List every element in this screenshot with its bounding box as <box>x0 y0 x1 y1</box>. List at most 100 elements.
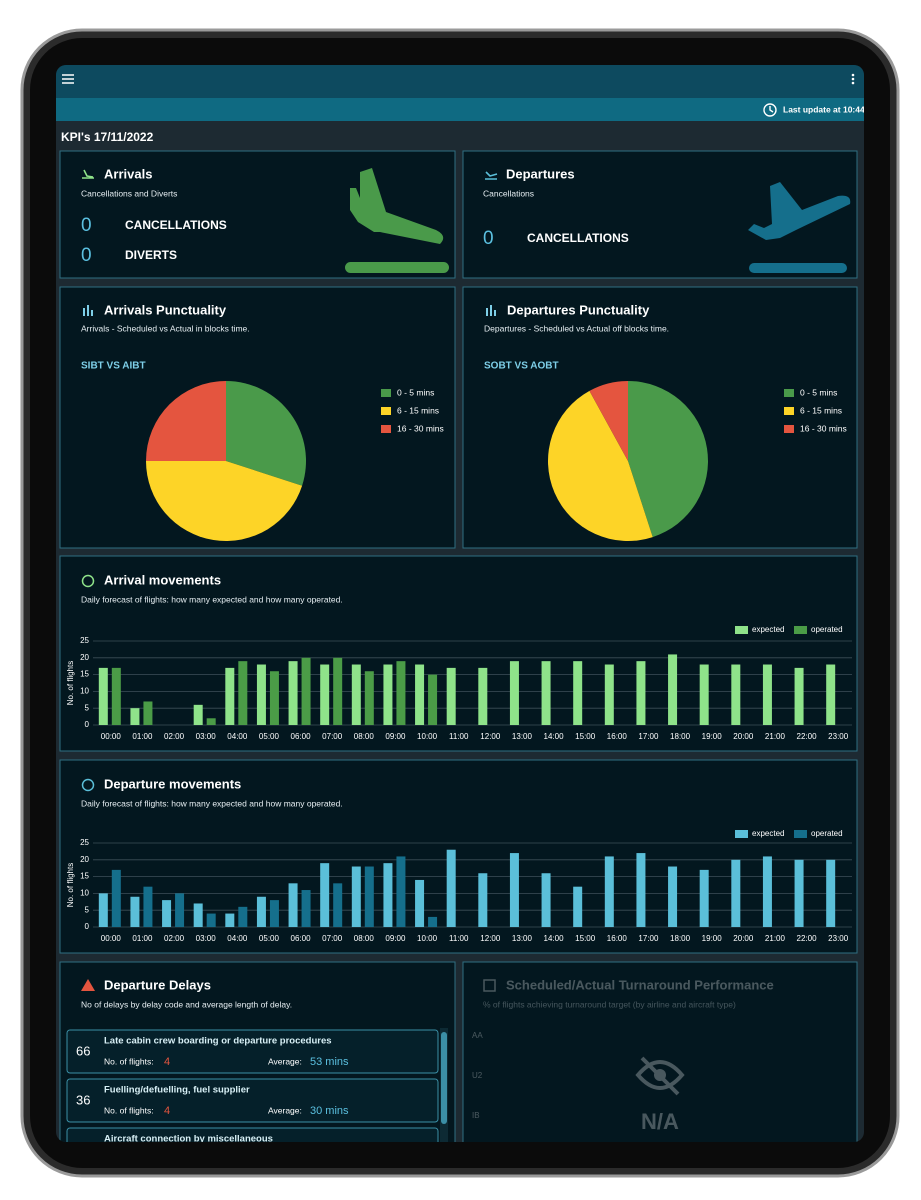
x-tick-label: 11:00 <box>449 732 469 741</box>
bar <box>415 664 425 725</box>
legend-label: operated <box>811 625 843 634</box>
bar <box>333 657 343 725</box>
bar <box>269 671 279 725</box>
legend-swatch <box>784 389 794 397</box>
card <box>59 555 858 752</box>
pie-slice <box>628 381 709 538</box>
x-tick-label: 00:00 <box>101 732 122 741</box>
bar <box>446 667 456 725</box>
x-tick-label: 12:00 <box>480 732 501 741</box>
legend-swatch <box>735 626 748 634</box>
y-tick-label: 0 <box>85 922 90 931</box>
chart-subtitle: Daily forecast of flights: how many expe… <box>81 594 343 604</box>
average-value: 53 mins <box>310 1056 349 1068</box>
flights-value: 4 <box>164 1105 170 1117</box>
bar <box>98 893 108 927</box>
x-tick-label: 07:00 <box>322 732 343 741</box>
bar <box>636 853 646 927</box>
bar <box>446 849 456 927</box>
stat-label: CANCELLATIONS <box>527 231 629 245</box>
x-tick-label: 13:00 <box>512 934 533 943</box>
x-tick-label: 23:00 <box>828 732 849 741</box>
card <box>462 961 858 1142</box>
turnaround-disabled: Scheduled/Actual Turnaround Performance%… <box>472 977 774 1133</box>
card-title: Departure Delays <box>104 977 211 992</box>
page-title: KPI's 17/11/2022 <box>61 130 154 144</box>
legend-label: 16 - 30 mins <box>800 423 847 433</box>
x-tick-label: 03:00 <box>196 934 217 943</box>
chart-title: Departures Punctuality <box>507 302 650 317</box>
y-tick-label: 15 <box>80 670 89 679</box>
more-button[interactable] <box>851 73 855 85</box>
bar <box>130 896 140 927</box>
y-tick-label: 25 <box>80 838 89 847</box>
hidden-icon-pupil <box>654 1069 666 1081</box>
delay-title: Fuelling/defuelling, fuel supplier <box>104 1085 250 1096</box>
x-tick-label: 03:00 <box>196 732 217 741</box>
delay-title: Late cabin crew boarding or departure pr… <box>104 1036 332 1047</box>
x-tick-label: 00:00 <box>101 934 122 943</box>
bar <box>668 654 678 725</box>
bar <box>98 667 108 725</box>
x-tick-label: 18:00 <box>670 934 691 943</box>
delay-item[interactable] <box>66 1078 439 1123</box>
bar <box>269 900 279 927</box>
legend-swatch <box>794 626 807 634</box>
card-subtitle: Cancellations and Diverts <box>81 188 177 198</box>
legend-swatch <box>794 830 807 838</box>
bar <box>206 913 216 927</box>
bar <box>478 873 488 927</box>
x-tick-label: 01:00 <box>132 732 153 741</box>
chart-title: Arrivals Punctuality <box>104 302 227 317</box>
axis-label: AA <box>472 1031 483 1040</box>
x-tick-label: 11:00 <box>449 934 469 943</box>
x-tick-label: 05:00 <box>259 934 280 943</box>
bar <box>162 900 172 927</box>
bar <box>636 661 646 725</box>
legend-label: operated <box>811 829 843 838</box>
screen-content: Last update at 10:44 KPI's 17/11/2022 Arri… <box>56 65 864 1171</box>
stat-value: 0 <box>81 245 92 266</box>
bar <box>288 883 298 927</box>
flights-label: No. of flights: <box>104 1105 154 1115</box>
legend-swatch <box>784 407 794 415</box>
bar <box>699 869 709 927</box>
bar <box>238 661 248 725</box>
pie-slice <box>589 381 628 461</box>
menu-button[interactable] <box>62 74 74 84</box>
bar <box>604 856 614 927</box>
top-bar <box>56 65 864 98</box>
y-axis-label: No. of flights <box>66 863 75 907</box>
flights-value: 4 <box>164 1056 170 1068</box>
card-subtitle: Cancellations <box>483 188 534 198</box>
x-tick-label: 13:00 <box>512 732 533 741</box>
chart-title: Departure movements <box>104 776 241 791</box>
x-tick-label: 18:00 <box>670 732 691 741</box>
bar <box>130 708 140 725</box>
legend-label: 0 - 5 mins <box>397 387 434 397</box>
chart-icon <box>486 305 496 316</box>
warning-icon <box>81 979 95 991</box>
x-tick-label: 22:00 <box>797 732 818 741</box>
bar <box>320 664 330 725</box>
legend-label: expected <box>752 829 784 838</box>
delay-code: 66 <box>76 1043 90 1058</box>
y-tick-label: 25 <box>80 636 89 645</box>
axis-label: IB <box>472 1111 480 1120</box>
legend-label: 16 - 30 mins <box>397 423 444 433</box>
bar <box>762 664 772 725</box>
chart-icon <box>83 305 93 316</box>
bar <box>509 661 519 725</box>
average-value: 30 mins <box>310 1105 349 1117</box>
bar <box>225 913 235 927</box>
legend-label: expected <box>752 625 784 634</box>
legend-label: 6 - 15 mins <box>800 405 842 415</box>
y-tick-label: 20 <box>80 653 89 662</box>
hidden-icon <box>635 1056 685 1096</box>
bar <box>541 661 551 725</box>
x-tick-label: 06:00 <box>291 934 312 943</box>
delay-item[interactable] <box>66 1029 439 1074</box>
delay-title: Aircraft connection by miscellaneous <box>104 1134 273 1145</box>
delay-item[interactable] <box>66 1127 439 1171</box>
